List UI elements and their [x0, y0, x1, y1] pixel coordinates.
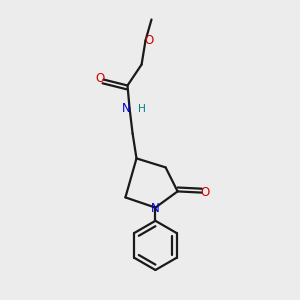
Text: O: O: [145, 34, 154, 47]
Text: H: H: [138, 103, 146, 114]
Text: O: O: [201, 185, 210, 199]
Text: N: N: [122, 102, 130, 115]
Text: O: O: [95, 72, 104, 86]
Text: N: N: [151, 202, 160, 215]
